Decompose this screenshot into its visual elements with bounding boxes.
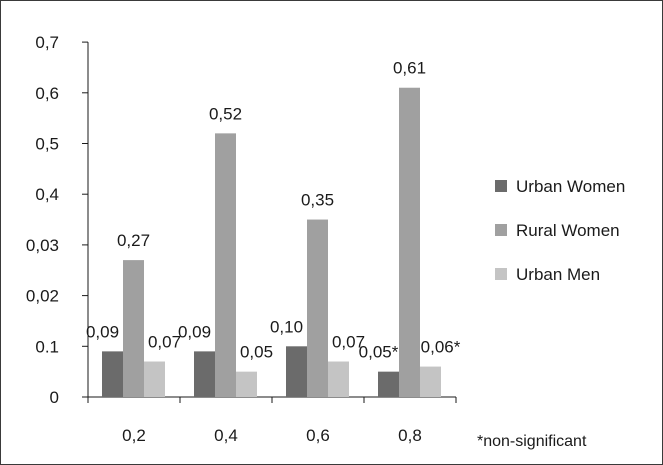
data-label: 0,09 xyxy=(178,322,211,341)
y-tick-label: 0,7 xyxy=(35,33,59,52)
legend-swatch xyxy=(495,180,507,192)
legend-label: Urban Men xyxy=(516,265,600,284)
bar-urban-women xyxy=(286,346,307,397)
data-label: 0,07 xyxy=(148,333,181,352)
bar-rural-women xyxy=(215,133,236,398)
data-label: 0,09 xyxy=(86,322,119,341)
x-axis: 0,2 0,4 0,6 0,8 xyxy=(87,396,457,445)
bar-rural-women xyxy=(399,87,420,397)
legend-swatch xyxy=(495,268,507,280)
y-tick-label: 0 xyxy=(50,388,59,407)
y-tick-label: 0,6 xyxy=(35,84,59,103)
legend-label: Rural Women xyxy=(516,221,620,240)
legend-label: Urban Women xyxy=(516,177,625,196)
bar-urban-men xyxy=(328,361,349,397)
data-labels: 0,09 0,09 0,10 0,05* 0,27 0,52 0,35 0,61 0,07 0,0… xyxy=(86,59,461,362)
y-axis: 0 0.1 0,02 0,03 0,4 0,5 0,6 0,7 xyxy=(26,33,89,407)
bar-urban-women xyxy=(378,371,399,397)
data-label: 0,07 xyxy=(332,333,365,352)
bars xyxy=(102,87,441,398)
x-tick-label: 0,2 xyxy=(122,426,146,445)
bar-rural-women xyxy=(307,219,328,397)
y-tick-label: 0,02 xyxy=(26,287,59,306)
bar-urban-men xyxy=(420,366,441,397)
bar-urban-men xyxy=(144,361,165,397)
legend-swatch xyxy=(495,224,507,236)
footnote: *non-significant xyxy=(477,433,587,450)
x-tick-label: 0,4 xyxy=(214,426,238,445)
data-label: 0,06* xyxy=(421,338,461,357)
x-tick-label: 0,8 xyxy=(398,426,422,445)
data-label: 0,27 xyxy=(117,231,150,250)
y-tick-label: 0,03 xyxy=(26,236,59,255)
data-label: 0,05* xyxy=(359,343,399,362)
y-tick-label: 0,5 xyxy=(35,135,59,154)
data-label: 0,35 xyxy=(301,191,334,210)
data-label: 0,10 xyxy=(270,317,303,336)
legend: Urban Women Rural Women Urban Men xyxy=(495,177,625,284)
data-label: 0,61 xyxy=(393,59,426,78)
data-label: 0,05 xyxy=(240,343,273,362)
bar-urban-women xyxy=(102,351,123,397)
data-label: 0,52 xyxy=(209,104,242,123)
bar-urban-women xyxy=(194,351,215,397)
y-tick-label: 0.1 xyxy=(35,337,59,356)
bar-rural-women xyxy=(123,260,144,397)
y-tick-label: 0,4 xyxy=(35,185,59,204)
x-tick-label: 0,6 xyxy=(306,426,330,445)
bar-urban-men xyxy=(236,371,257,397)
